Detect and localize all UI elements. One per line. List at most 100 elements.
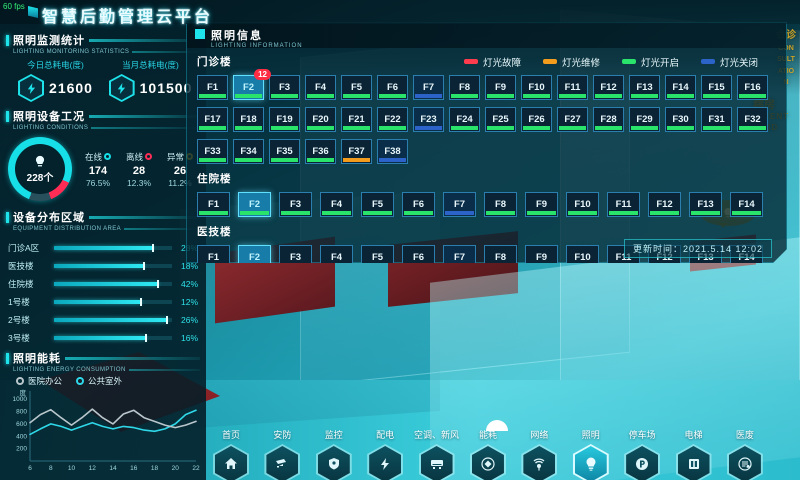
floor-button-住院楼-F4[interactable]: F4 <box>320 192 353 217</box>
nav-item-停车场[interactable]: 停车场 <box>619 428 665 480</box>
floor-status-bar <box>739 126 766 130</box>
floor-button-门诊楼-F36[interactable]: F36 <box>305 139 336 164</box>
floor-button-门诊楼-F32[interactable]: F32 <box>737 107 768 132</box>
floor-button-门诊楼-F30[interactable]: F30 <box>665 107 696 132</box>
floor-button-门诊楼-F13[interactable]: F13 <box>629 75 660 100</box>
nav-item-监控[interactable]: 监控 <box>311 428 357 480</box>
floor-button-门诊楼-F27[interactable]: F27 <box>557 107 588 132</box>
floor-button-住院楼-F3[interactable]: F3 <box>279 192 312 217</box>
floor-button-门诊楼-F37[interactable]: F37 <box>341 139 372 164</box>
floor-button-门诊楼-F28[interactable]: F28 <box>593 107 624 132</box>
floor-button-门诊楼-F5[interactable]: F5 <box>341 75 372 100</box>
bolt-icon <box>381 458 390 470</box>
floor-button-住院楼-F9[interactable]: F9 <box>525 192 558 217</box>
floor-button-门诊楼-F24[interactable]: F24 <box>449 107 480 132</box>
floor-button-门诊楼-F29[interactable]: F29 <box>629 107 660 132</box>
floor-button-门诊楼-F38[interactable]: F38 <box>377 139 408 164</box>
modal-header: 照明信息 LIGHTING INFORMATION <box>187 23 786 48</box>
floor-button-门诊楼-F4[interactable]: F4 <box>305 75 336 100</box>
nav-label: 能耗 <box>478 430 497 440</box>
floor-status-bar <box>379 126 406 130</box>
floor-button-住院楼-F10[interactable]: F10 <box>566 192 599 217</box>
floor-button-门诊楼-F6[interactable]: F6 <box>377 75 408 100</box>
floor-button-门诊楼-F19[interactable]: F19 <box>269 107 300 132</box>
svg-text:22: 22 <box>192 465 200 472</box>
shield-icon <box>328 458 339 470</box>
floor-button-住院楼-F14[interactable]: F14 <box>730 192 763 217</box>
floor-button-门诊楼-F23[interactable]: F23 <box>413 107 444 132</box>
stat-month-power: 当月总耗电(度) 101500 <box>103 59 198 102</box>
floor-button-门诊楼-F18[interactable]: F18 <box>233 107 264 132</box>
floor-status-bar <box>487 94 514 98</box>
floor-button-门诊楼-F22[interactable]: F22 <box>377 107 408 132</box>
floor-button-住院楼-F8[interactable]: F8 <box>484 192 517 217</box>
floor-button-门诊楼-F9[interactable]: F9 <box>485 75 516 100</box>
bulb-icon <box>586 457 596 471</box>
floor-button-住院楼-F6[interactable]: F6 <box>402 192 435 217</box>
parking-icon <box>636 458 649 470</box>
bar-track <box>54 298 172 306</box>
floor-button-门诊楼-F34[interactable]: F34 <box>233 139 264 164</box>
floor-row: F17 F18 F19 F20 F21 F22 F23 F24 F25 F26 F27 F28 F29 F… <box>197 107 776 132</box>
floor-status-bar <box>559 126 586 130</box>
floor-button-门诊楼-F1[interactable]: F1 <box>197 75 228 100</box>
device-condition-panel: 228个 在线 174 76.5% 离线 28 12.3% 异常 26 11.2… <box>6 133 200 203</box>
nav-collapse-handle[interactable] <box>486 420 508 431</box>
nav-item-安防[interactable]: 安防 <box>259 428 305 480</box>
floor-button-住院楼-F12[interactable]: F12 <box>648 192 681 217</box>
floor-button-住院楼-F5[interactable]: F5 <box>361 192 394 217</box>
floor-button-门诊楼-F31[interactable]: F31 <box>701 107 732 132</box>
floor-button-门诊楼-F7[interactable]: F7 <box>413 75 444 100</box>
floor-status-bar <box>703 94 730 98</box>
floor-button-门诊楼-F8[interactable]: F8 <box>449 75 480 100</box>
svg-text:14: 14 <box>109 465 117 472</box>
chart-legend-item[interactable]: 公共室外 <box>76 375 122 387</box>
floor-button-门诊楼-F21[interactable]: F21 <box>341 107 372 132</box>
nav-label: 首页 <box>221 430 240 440</box>
floor-button-门诊楼-F20[interactable]: F20 <box>305 107 336 132</box>
floor-button-门诊楼-F10[interactable]: F10 <box>521 75 552 100</box>
alert-badge: 12 <box>254 69 271 80</box>
floor-button-门诊楼-F33[interactable]: F33 <box>197 139 228 164</box>
nav-item-网络[interactable]: 网络 <box>516 428 562 480</box>
nav-label: 照明 <box>581 430 600 440</box>
svg-text:10: 10 <box>68 465 76 472</box>
left-sidebar: 照明监测统计 LIGHTING MONITORING STATISTICS 今日… <box>0 24 206 480</box>
floor-button-住院楼-F13[interactable]: F13 <box>689 192 722 217</box>
building-name: 门诊楼 <box>197 56 232 68</box>
report-icon <box>738 457 752 471</box>
floor-button-门诊楼-F17[interactable]: F17 <box>197 107 228 132</box>
section-header-condition: 照明设备工况 <box>6 108 200 124</box>
bar-track <box>54 316 172 324</box>
nav-item-空调、新风[interactable]: 空调、新风 <box>414 428 460 480</box>
floor-button-门诊楼-F25[interactable]: F25 <box>485 107 516 132</box>
floor-button-住院楼-F11[interactable]: F11 <box>607 192 640 217</box>
ac-icon <box>430 460 443 469</box>
floor-status-bar <box>523 126 550 130</box>
section-header-energy: 照明能耗 <box>6 350 200 366</box>
floor-button-住院楼-F7[interactable]: F7 <box>443 192 476 217</box>
floor-button-门诊楼-F3[interactable]: F3 <box>269 75 300 100</box>
floor-button-门诊楼-F35[interactable]: F35 <box>269 139 300 164</box>
floor-button-住院楼-F2[interactable]: F2 <box>238 192 271 217</box>
floor-button-门诊楼-F15[interactable]: F15 <box>701 75 732 100</box>
nav-item-能耗[interactable]: 能耗 <box>465 428 511 480</box>
nav-item-照明[interactable]: 照明 <box>568 428 614 480</box>
chart-legend-item[interactable]: 医院办公 <box>16 375 62 387</box>
floor-button-门诊楼-F12[interactable]: F12 <box>593 75 624 100</box>
nav-item-电梯[interactable]: 电梯 <box>671 428 717 480</box>
nav-item-首页[interactable]: 首页 <box>208 428 254 480</box>
floor-status-bar <box>199 94 226 98</box>
floor-button-住院楼-F1[interactable]: F1 <box>197 192 230 217</box>
floor-status-bar <box>307 94 334 98</box>
floor-button-门诊楼-F26[interactable]: F26 <box>521 107 552 132</box>
network-icon <box>533 458 545 471</box>
floor-button-门诊楼-F16[interactable]: F16 <box>737 75 768 100</box>
legend-item: 灯光维修 <box>543 55 600 69</box>
nav-item-医废[interactable]: 医废 <box>722 428 768 480</box>
bar-value: 12% <box>180 297 198 307</box>
floor-button-门诊楼-F14[interactable]: F14 <box>665 75 696 100</box>
floor-button-门诊楼-F2[interactable]: F2 12 <box>233 75 264 100</box>
nav-item-配电[interactable]: 配电 <box>362 428 408 480</box>
floor-button-门诊楼-F11[interactable]: F11 <box>557 75 588 100</box>
